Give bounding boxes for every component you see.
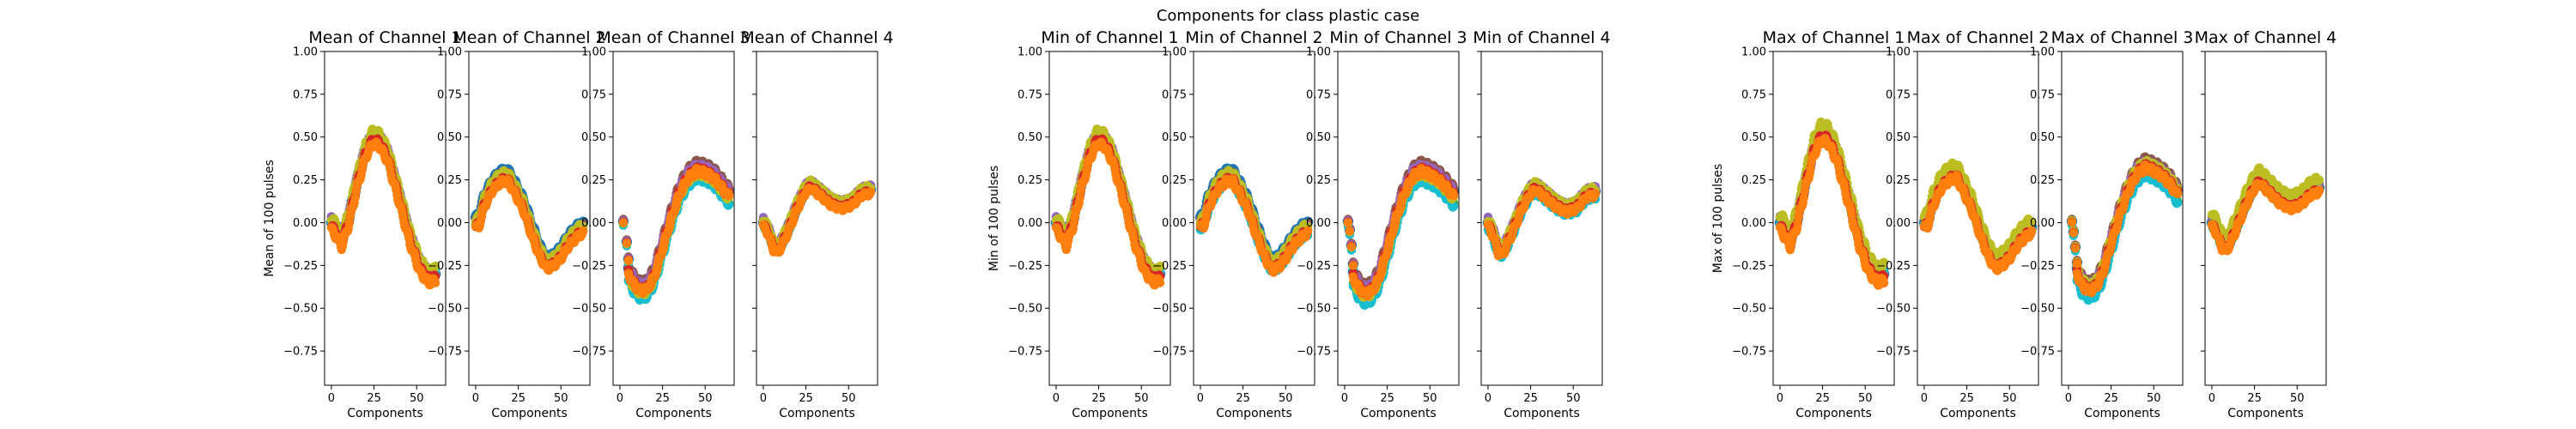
x-tick-label: 25: [367, 392, 381, 405]
y-tick-label: −0.50: [428, 303, 462, 316]
scatter-points: [617, 155, 734, 305]
x-tick-label: 0: [328, 392, 335, 405]
y-tick-label: 0.00: [581, 217, 606, 230]
data-point: [724, 190, 734, 201]
scatter-points: [1050, 124, 1166, 290]
x-tick-label: 25: [799, 392, 813, 405]
subplot-title: Mean of Channel 4: [740, 28, 893, 47]
y-tick-label: 0.25: [293, 174, 318, 187]
y-tick-label: 0.75: [437, 88, 462, 101]
y-tick-label: −0.25: [283, 260, 318, 273]
y-tick-label: 0.50: [437, 131, 462, 144]
data-point: [430, 261, 440, 271]
axes-frame: [612, 51, 735, 386]
subplot-grid: Mean of Channel 1 0 25 50 Components −0.75 −0.…: [263, 28, 2336, 420]
y-tick-label: −0.25: [428, 260, 462, 273]
data-point: [618, 218, 629, 227]
scatter-points: [325, 124, 441, 290]
y-tick-label: 1.00: [437, 46, 462, 59]
x-axis-label: Components: [491, 407, 568, 420]
data-point: [578, 226, 588, 236]
subplot-title: Mean of Channel 2: [453, 28, 605, 47]
x-tick-label: 50: [410, 392, 424, 405]
data-point: [623, 256, 634, 265]
y-tick-label: 0.25: [437, 174, 462, 187]
y-tick-label: 0.75: [581, 88, 606, 101]
scatter-points: [757, 175, 877, 257]
subplot-mean-channel-1: Mean of Channel 1 0 25 50 Components −0.75 −0.…: [263, 28, 462, 420]
data-point: [430, 278, 440, 287]
y-tick-label: 0.00: [437, 217, 462, 230]
axes-frame: [324, 51, 447, 386]
y-tick-label: −0.75: [283, 346, 318, 359]
subplot-min-channel-1: Min of Channel 10 25 50Components−0.75−0.5…: [987, 28, 1179, 420]
y-tick-label: −0.50: [572, 303, 606, 316]
subplot-mean-channel-4: Mean of Channel 4 0 25 50 Components: [740, 28, 893, 420]
x-tick-label: 0: [617, 392, 623, 405]
x-tick-label: 25: [511, 392, 526, 405]
y-tick-label: 0.50: [581, 131, 606, 144]
y-tick-label: 0.75: [293, 88, 318, 101]
subplot-mean-channel-3: Mean of Channel 3 0 25 50 Components −0.75 −0.…: [572, 28, 750, 420]
x-tick-label: 50: [554, 392, 568, 405]
scatter-points: [470, 163, 589, 275]
y-tick-label: 1.00: [293, 46, 318, 59]
x-tick-label: 50: [698, 392, 713, 405]
y-tick-label: −0.25: [572, 260, 606, 273]
x-axis-label: Components: [635, 407, 712, 420]
subplot-title: Mean of Channel 3: [597, 28, 750, 47]
data-point: [866, 187, 876, 196]
axes-frame: [756, 51, 878, 386]
y-tick-label: 0.50: [293, 131, 318, 144]
x-tick-label: 0: [472, 392, 479, 405]
x-tick-label: 0: [760, 392, 767, 405]
data-point: [622, 239, 632, 248]
axes-frame: [468, 51, 591, 386]
x-axis-label: Components: [347, 407, 423, 420]
y-tick-label: 1.00: [581, 46, 606, 59]
figure-suptitle: Components for class plastic case: [1157, 7, 1419, 25]
y-tick-label: −0.75: [428, 346, 462, 359]
x-axis-label: Components: [779, 407, 855, 420]
y-tick-label: −0.75: [572, 346, 606, 359]
subplot-mean-channel-2: Mean of Channel 2 0 25 50 Components −0.75 −0.…: [428, 28, 605, 420]
y-tick-label: 0.00: [293, 217, 318, 230]
y-axis-label: Mean of 100 pulses: [263, 160, 276, 277]
y-tick-label: 0.25: [581, 174, 606, 187]
x-tick-label: 50: [841, 392, 856, 405]
data-point: [1155, 261, 1165, 271]
y-tick-label: −0.50: [283, 303, 318, 316]
subplot-title: Mean of Channel 1: [308, 28, 461, 47]
x-tick-label: 25: [655, 392, 670, 405]
